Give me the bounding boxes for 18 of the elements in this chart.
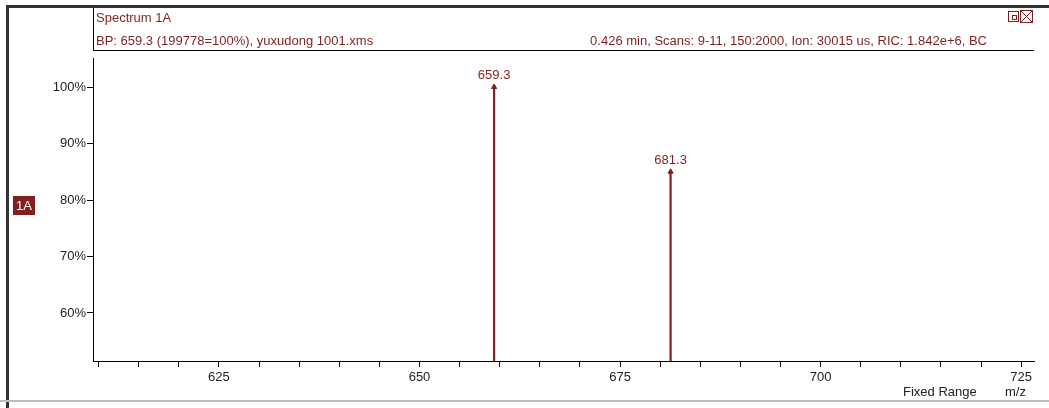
text: Fixed Range: [903, 384, 977, 399]
x-tick-label: 700: [809, 369, 832, 385]
annotation: 681.3: [654, 151, 687, 167]
y-tick-label: 90%: [59, 135, 87, 151]
annotation: 659.3: [477, 67, 511, 83]
x-tick-label: 625: [208, 369, 230, 385]
y-tick-label: 100%: [52, 78, 87, 94]
text: 1A: [13, 196, 35, 215]
y-tick-label: 70%: [59, 248, 87, 264]
x-tick-label: 675: [609, 369, 631, 385]
chart-title: Spectrum 1A: [96, 10, 172, 25]
x-tick-label: 650: [408, 369, 431, 385]
y-tick-label: 60%: [59, 304, 87, 320]
chart-subtitle: BP: 659.3 (199778=100%), yuxudong 1001.xms: [96, 33, 374, 48]
y-tick-label: 80%: [59, 191, 87, 207]
x-axis-title: m/z: [1005, 384, 1026, 399]
x-tick-label: 725: [1010, 369, 1033, 385]
text: 0.426 min, Scans: 9-11, 150:2000, Ion: 30015 us, RIC: 1.842e+6, BC: [590, 33, 987, 48]
